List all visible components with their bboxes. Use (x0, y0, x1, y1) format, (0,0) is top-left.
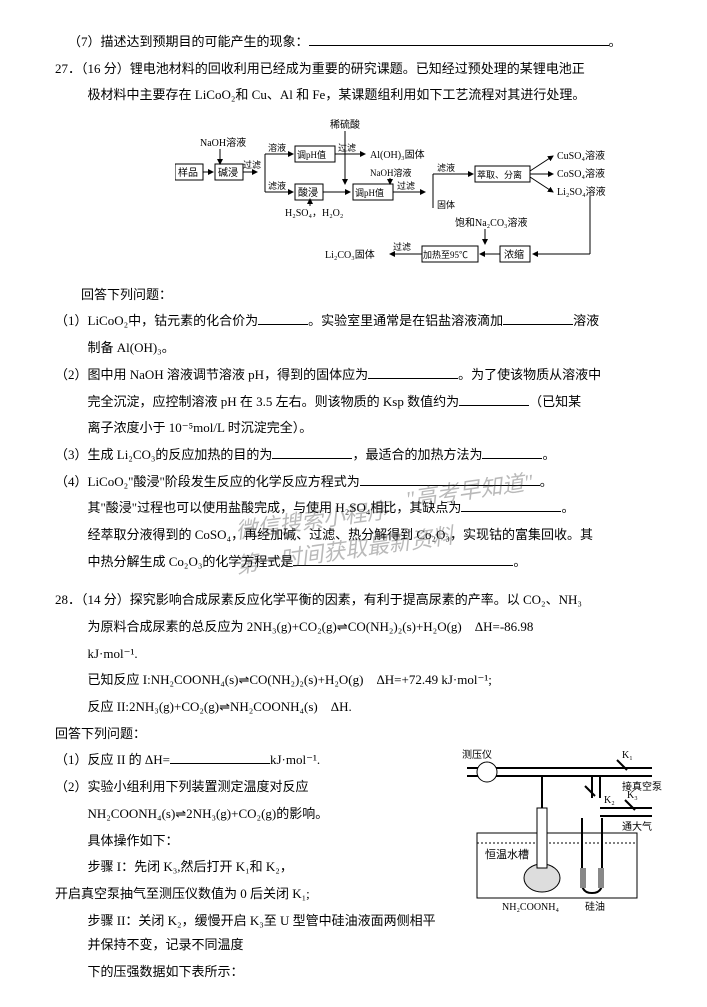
svg-text:CuSO₄溶液: CuSO₄溶液 (557, 149, 605, 162)
q27-1c: 溶液 (573, 313, 599, 328)
svg-text:萃取、分离: 萃取、分离 (477, 169, 522, 180)
svg-text:H₂SO₄，H₂O₂: H₂SO₄，H₂O₂ (285, 208, 343, 219)
svg-text:K₁: K₁ (622, 750, 633, 761)
q27-1b: 。实验室里通常是在铝盐溶液滴加 (308, 313, 503, 328)
q27-4c: 其"酸浸"过程也可以使用盐酸完成，与使用 H₂SO₄相比，其缺点为 (88, 500, 462, 515)
svg-text:饱和Na₂CO₃溶液: 饱和Na₂CO₃溶液 (455, 216, 528, 229)
svg-text:滤液: 滤液 (437, 162, 455, 173)
q28-2f: 步骤 II：关闭 K₂，缓慢开启 K₃至 U 型管中硅油液面两侧相平并保持不变，… (55, 909, 662, 958)
q27-4b: 。 (540, 474, 553, 489)
svg-text:过滤: 过滤 (397, 180, 415, 191)
q28-header: 28．（14 分）探究影响合成尿素反应化学平衡的因素，有利于提高尿素的产率。以 … (55, 588, 662, 613)
svg-text:恒温水槽: 恒温水槽 (485, 848, 529, 861)
svg-text:调pH值: 调pH值 (297, 149, 326, 160)
svg-text:K₂: K₂ (604, 795, 615, 806)
q27-answer-header: 回答下列问题： (55, 283, 662, 308)
q28-line3: kJ·mol⁻¹. (55, 642, 662, 667)
svg-text:测压仪: 测压仪 (462, 748, 492, 761)
q27-header2: 极材料中主要存在 LiCoO₂和 Cu、Al 和 Fe，某课题组利用如下工艺流程… (55, 83, 662, 108)
svg-text:Li₂SO₄溶液: Li₂SO₄溶液 (557, 185, 606, 198)
flow-diagram: 稀硫酸 NaOH溶液 样品 碱浸 过滤 溶液 调pH值 过滤 Al(OH)₃固体… (175, 116, 655, 275)
svg-text:通大气: 通大气 (622, 820, 652, 833)
q27-3a: （3）生成 Li₂CO₃的反应加热的目的为 (55, 447, 272, 462)
q27-2c: 完全沉淀，应控制溶液 pH 在 3.5 左右。则该物质的 Ksp 数值约为 (88, 394, 460, 409)
q27-4f: 中热分解生成 Co₂O₃的化学方程式是 (88, 554, 294, 569)
svg-text:样品: 样品 (178, 166, 198, 179)
svg-text:NaOH溶液: NaOH溶液 (370, 167, 412, 178)
q27-2d: （已知某 (529, 394, 581, 409)
svg-text:酸浸: 酸浸 (298, 186, 318, 199)
svg-text:过滤: 过滤 (393, 241, 411, 252)
svg-text:NH₂COONH₄: NH₂COONH₄ (502, 902, 559, 913)
q28-answer-header: 回答下列问题： (55, 722, 662, 747)
svg-text:碱浸: 碱浸 (218, 167, 238, 179)
q27-4d: 。 (561, 500, 574, 515)
q27-2a: （2）图中用 NaOH 溶液调节溶液 pH，得到的固体应为 (55, 367, 368, 382)
q27-header: 27．（16 分）锂电池材料的回收利用已经成为重要的研究课题。已知经过预处理的某… (55, 57, 662, 82)
svg-text:溶液: 溶液 (268, 142, 286, 153)
q28-line4: 已知反应 I:NH₂COONH₄(s)⇌CO(NH₂)₂(s)+H₂O(g) Δ… (55, 668, 662, 693)
q28-1b: kJ·mol⁻¹. (270, 752, 320, 767)
q28-line5: 反应 II:2NH₃(g)+CO₂(g)⇌NH₂COONH₄(s) ΔH. (55, 695, 662, 720)
q28-line2: 为原料合成尿素的总反应为 2NH₃(g)+CO₂(g)⇌CO(NH₂)₂(s)+… (55, 615, 662, 640)
q27-4a: （4）LiCoO₂"酸浸"阶段发生反应的化学反应方程式为 (55, 474, 360, 489)
q28-1a: （1）反应 II 的 ΔH= (55, 752, 170, 767)
q27-1d: 制备 Al(OH)₃。 (55, 336, 662, 361)
svg-text:CoSO₄溶液: CoSO₄溶液 (557, 167, 605, 180)
q27-3c: 。 (542, 447, 555, 462)
svg-text:过滤: 过滤 (243, 159, 261, 170)
q27-3b: ，最适合的加热方法为 (352, 447, 482, 462)
svg-text:稀硫酸: 稀硫酸 (330, 118, 360, 131)
svg-text:浓缩: 浓缩 (504, 248, 524, 261)
q27-2b: 。为了使该物质从溶液中 (458, 367, 601, 382)
svg-text:固体: 固体 (437, 199, 455, 210)
q27-1a: （1）LiCoO₂中，钴元素的化合价为 (55, 313, 258, 328)
q7-end: 。 (609, 34, 622, 49)
svg-text:K₃: K₃ (627, 790, 638, 801)
svg-text:Li₂CO₃固体: Li₂CO₃固体 (325, 249, 375, 261)
svg-text:NaOH溶液: NaOH溶液 (200, 136, 246, 149)
svg-text:调pH值: 调pH值 (355, 187, 384, 198)
svg-text:过滤: 过滤 (338, 142, 356, 153)
q7-text: （7）描述达到预期目的可能产生的现象： (68, 34, 309, 49)
svg-text:加热至95℃: 加热至95℃ (423, 249, 468, 260)
svg-text:Al(OH)₃固体: Al(OH)₃固体 (370, 149, 425, 161)
q27-4g: 。 (513, 554, 526, 569)
apparatus-diagram: 测压仪 K₁ 接真空泵 K₂ K₃ 通大气 恒温水槽 NH₂COONH₄ 硅油 (457, 748, 662, 913)
svg-text:滤液: 滤液 (268, 180, 286, 191)
q27-4e: 经萃取分液得到的 CoSO₄，再经加碱、过滤、热分解得到 Co₂O₃，实现钴的富… (55, 523, 662, 548)
q28-2g: 下的压强数据如下表所示： (55, 960, 662, 985)
q27-2e: 离子浓度小于 10⁻⁵mol/L 时沉淀完全）。 (55, 416, 662, 441)
svg-text:硅油: 硅油 (585, 900, 605, 913)
